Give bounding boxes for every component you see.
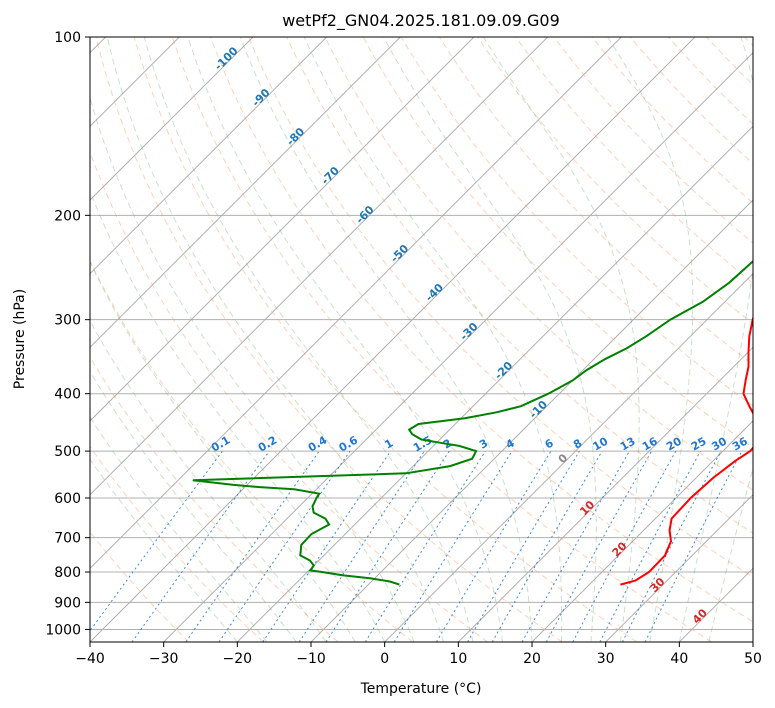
moist-adiabat-line — [239, 37, 533, 642]
moist-adiabat-line — [106, 37, 445, 642]
x-tick-label: 50 — [744, 651, 762, 667]
dry-adiabat-line — [171, 37, 712, 642]
dry-adiabat-line — [515, 37, 753, 284]
mixing-ratio-line — [298, 450, 425, 642]
y-tick-label: 700 — [54, 531, 81, 547]
dry-adiabat-line — [210, 37, 753, 623]
dry-adiabat-line — [90, 445, 264, 642]
x-tick-label: 20 — [523, 651, 541, 667]
plot-frame — [89, 36, 754, 643]
y-tick-label: 900 — [54, 595, 81, 611]
background-lines — [90, 37, 753, 642]
dry-adiabat-line — [90, 259, 414, 642]
x-tick-label: 40 — [670, 651, 688, 667]
isotherm-line — [90, 37, 328, 275]
mixing-ratio-line — [644, 450, 743, 642]
mixing-ratio-line — [491, 450, 603, 642]
mixing-ratio-line — [364, 450, 486, 642]
isotherm-line — [163, 51, 753, 642]
isotherm-line — [90, 37, 401, 349]
isotherm-line — [90, 37, 622, 570]
y-tick-label: 100 — [54, 30, 81, 46]
moist-adiabat-line — [90, 370, 297, 642]
isotherm-line — [236, 125, 753, 642]
y-tick-label: 300 — [54, 313, 81, 329]
isotherm-line — [605, 493, 753, 642]
moist-adiabat-line — [607, 37, 694, 642]
mixing-ratio-line — [467, 450, 580, 642]
y-axis-label: Pressure (hPa) — [12, 289, 28, 389]
mixing-ratio-line — [435, 450, 552, 642]
dry-adiabat-line — [286, 37, 753, 534]
dry-adiabat-line — [248, 37, 753, 578]
mixing-ratio-line — [325, 450, 450, 642]
moist-adiabat-line — [678, 37, 753, 642]
mixing-ratio-line — [131, 450, 270, 642]
moist-adiabat-line — [90, 189, 386, 642]
series-lines — [192, 259, 753, 586]
y-tick-label: 500 — [54, 444, 81, 460]
mixing-ratio-line — [599, 450, 701, 642]
isotherm-line — [90, 37, 549, 496]
isotherm-line — [90, 37, 254, 201]
mixing-ratio-line — [393, 450, 513, 642]
moist-adiabat-line — [303, 37, 563, 642]
dry-adiabat-line — [133, 37, 638, 642]
x-tick-label: −40 — [75, 651, 105, 667]
x-tick-label: 30 — [597, 651, 615, 667]
moist-adiabat-line — [143, 37, 474, 642]
moist-adiabat-line — [482, 37, 640, 642]
x-tick-label: −30 — [149, 651, 179, 667]
dewpoint-line — [192, 259, 753, 586]
moist-adiabat-line — [187, 37, 503, 642]
isotherm-line — [310, 199, 753, 642]
mixing-ratio-line — [572, 450, 677, 642]
mixing-ratio-line — [545, 450, 653, 642]
moist-adiabat-line — [90, 458, 238, 642]
y-axis-ticks: 100 200 300 400 500 600 700 800 900 1000 — [45, 30, 90, 638]
isotherm-line — [531, 420, 753, 642]
y-tick-label: 600 — [54, 491, 81, 507]
mixing-ratio-line — [621, 450, 722, 642]
isotherm-line — [457, 346, 753, 642]
dry-adiabat-line — [324, 37, 753, 491]
isotherm-line — [384, 272, 753, 642]
y-tick-label: 800 — [54, 565, 81, 581]
y-tick-label: 1000 — [45, 622, 81, 638]
x-axis-ticks: −40 −30 −20 −10 0 10 20 30 40 50 — [75, 642, 762, 667]
x-tick-label: −20 — [223, 651, 253, 667]
moist-adiabat-line — [708, 466, 753, 642]
moist-adiabat-line — [90, 416, 268, 642]
isotherm-line — [90, 37, 475, 422]
mixing-ratio-line — [90, 450, 223, 632]
temperature-line — [620, 315, 753, 586]
mixing-ratio-line — [521, 450, 630, 642]
moist-adiabat-line — [90, 260, 356, 642]
y-tick-label: 200 — [54, 208, 81, 224]
moist-adiabat-line — [90, 319, 327, 642]
x-tick-label: −10 — [296, 651, 326, 667]
x-tick-label: 0 — [380, 651, 389, 667]
isotherm-line — [90, 37, 696, 642]
x-tick-label: 10 — [449, 651, 467, 667]
y-tick-label: 400 — [54, 387, 81, 403]
chart-title: wetPf2_GN04.2025.181.09.09.G09 — [282, 11, 560, 31]
moist-adiabat-line — [90, 96, 415, 642]
dry-adiabat-line — [95, 37, 563, 642]
moist-adiabat-line — [383, 37, 597, 642]
x-axis-label: Temperature (°C) — [360, 681, 482, 697]
mixing-ratio-line — [185, 450, 320, 642]
